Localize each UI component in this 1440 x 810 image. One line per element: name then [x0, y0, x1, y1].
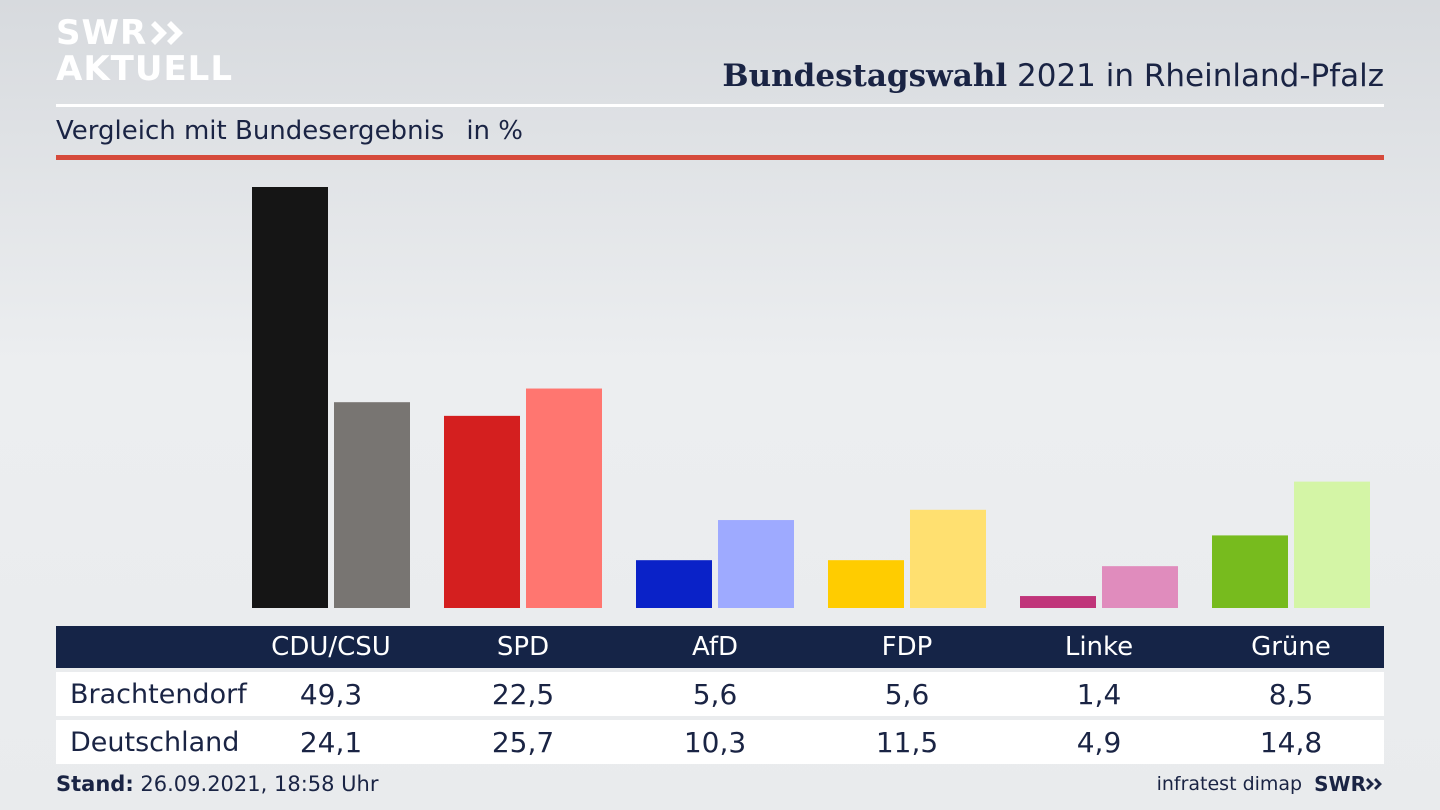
header-divider	[56, 104, 1384, 107]
title-rest: 2021 in Rheinland-Pfalz	[1007, 58, 1384, 94]
results-table: CDU/CSU SPD AfD FDP Linke Grüne Brachtendorf …	[56, 626, 1384, 764]
row-label: Brachtendorf	[70, 678, 247, 710]
unit-label: in %	[466, 116, 523, 146]
value-cell: 11,5	[875, 725, 939, 759]
red-rule	[56, 155, 1384, 160]
source-text: infratest dimap	[1156, 773, 1303, 795]
page-title: Bundestagswahl 2021 in Rheinland-Pfalz	[722, 58, 1384, 94]
value-cell: 8,5	[1268, 677, 1314, 711]
column-header: Grüne	[1251, 632, 1331, 662]
stand-label: Stand:	[56, 772, 134, 796]
footer-brand: SWR	[1314, 772, 1384, 796]
bar-linke-deutschland	[1102, 566, 1178, 608]
value-cell: 5,6	[884, 677, 930, 711]
table-row-brachtendorf: Brachtendorf 49,3 22,5 5,6 5,6 1,4 8,5	[56, 672, 1384, 716]
table-row-deutschland: Deutschland 24,1 25,7 10,3 11,5 4,9 14,8	[56, 720, 1384, 764]
value-cell: 22,5	[491, 677, 555, 711]
title-bold: Bundestagswahl	[722, 58, 1008, 94]
logo-line-2: AKTUELL	[56, 49, 234, 89]
subtitle: Vergleich mit Bundesergebnis in %	[56, 116, 523, 146]
source-credit: infratest dimap SWR	[1157, 772, 1384, 796]
value-cell: 1,4	[1076, 677, 1122, 711]
timestamp: Stand: 26.09.2021, 18:58 Uhr	[56, 772, 379, 796]
value-cell: 25,7	[491, 725, 555, 759]
value-cell: 4,9	[1076, 725, 1122, 759]
bar-afd-deutschland	[718, 520, 794, 608]
double-chevron-icon	[151, 21, 184, 45]
double-chevron-icon	[1366, 778, 1382, 790]
value-cell: 5,6	[692, 677, 738, 711]
bar-cducsu-deutschland	[334, 402, 410, 608]
column-header: SPD	[496, 632, 550, 662]
bar-grüne-deutschland	[1294, 481, 1370, 608]
bar-spd-deutschland	[526, 388, 602, 608]
subtitle-text: Vergleich mit Bundesergebnis	[56, 116, 445, 146]
footer-brand-text: SWR	[1314, 772, 1366, 796]
bar-afd-brachtendorf	[636, 560, 712, 608]
bar-cducsu-brachtendorf	[252, 187, 328, 608]
bar-spd-brachtendorf	[444, 415, 520, 608]
table-header: CDU/CSU SPD AfD FDP Linke Grüne	[56, 626, 1384, 668]
column-header: AfD	[691, 632, 739, 662]
column-header: Linke	[1064, 632, 1134, 662]
value-cell: 49,3	[299, 677, 363, 711]
value-cell: 14,8	[1259, 725, 1323, 759]
row-label: Deutschland	[70, 726, 240, 758]
stand-value: 26.09.2021, 18:58 Uhr	[133, 772, 379, 796]
value-cell: 24,1	[299, 725, 363, 759]
swr-aktuell-logo: SWR AKTUELL	[56, 16, 233, 86]
bar-fdp-deutschland	[910, 509, 986, 608]
logo-line-1: SWR	[56, 13, 148, 53]
bar-grüne-brachtendorf	[1212, 535, 1288, 608]
bar-fdp-brachtendorf	[828, 560, 904, 608]
column-header: FDP	[881, 632, 933, 662]
value-cell: 10,3	[683, 725, 747, 759]
bar-linke-brachtendorf	[1020, 596, 1096, 608]
column-header: CDU/CSU	[271, 632, 391, 662]
